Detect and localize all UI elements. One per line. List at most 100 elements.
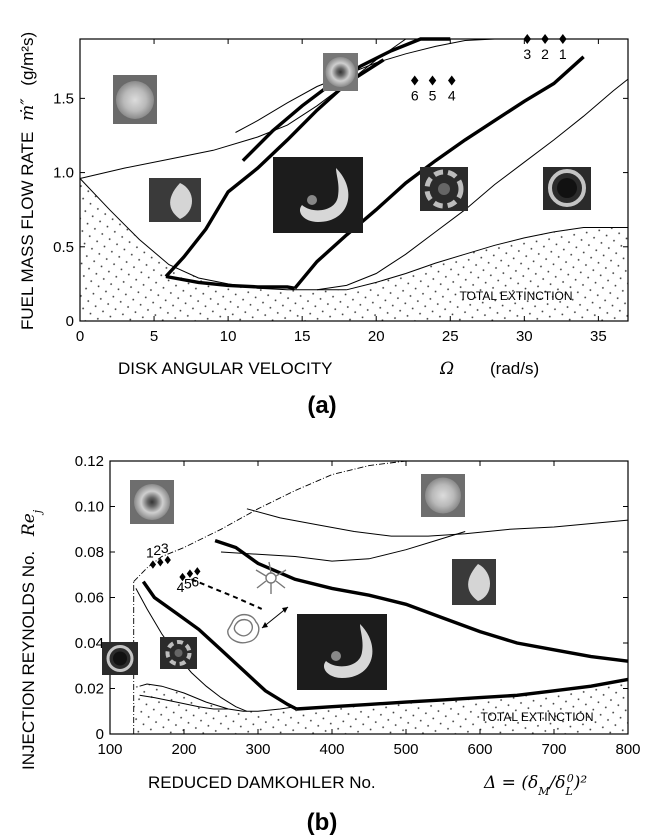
y-axis-title-b: INJECTION REYNOLDS No. <box>19 551 38 770</box>
marker-b-5 <box>186 569 194 578</box>
boundary-curve-a-9 <box>293 55 585 290</box>
boundary-curve-b-6 <box>246 508 629 537</box>
marker-b-1 <box>149 560 157 569</box>
marker-label-a-6: 6 <box>411 88 419 104</box>
y-tick-label-b-4: 0.08 <box>75 544 104 561</box>
flame-image-b2 <box>421 474 465 517</box>
annotation-total-extinction-b: TOTAL EXTINCTION <box>480 710 593 724</box>
x-tick-label-a-6: 30 <box>516 328 533 345</box>
flame-image-b1 <box>130 480 174 524</box>
y-tick-label-b-1: 0.02 <box>75 681 104 698</box>
marker-label-b-3: 3 <box>161 540 169 556</box>
x-tick-label-a-4: 20 <box>368 328 385 345</box>
y-tick-label-a-2: 1.0 <box>53 165 74 182</box>
boundary-curve-a-6 <box>164 58 385 278</box>
marker-label-a-4: 4 <box>448 88 456 104</box>
marker-label-b-6: 6 <box>191 573 199 589</box>
flame-image-b6 <box>160 637 197 669</box>
flame-sketch-cell <box>227 613 260 644</box>
flame-image-a3 <box>149 178 201 222</box>
curves-a <box>79 37 629 291</box>
x-tick-label-b-7: 800 <box>615 741 640 758</box>
ticks-b: 100 200 300 400 500 600 700 800 0 0.02 0.04 0.06 0.0… <box>75 453 641 758</box>
marker-label-a-3: 3 <box>523 46 531 62</box>
panel-label-b: (b) <box>307 809 338 836</box>
marker-label-a-2: 2 <box>541 46 549 62</box>
flame-image-a6 <box>543 167 591 210</box>
boundary-curve-a-3 <box>235 38 628 133</box>
x-tick-label-a-5: 25 <box>442 328 459 345</box>
marker-b-3 <box>164 555 171 565</box>
y-axis-symbol-b: Rej <box>19 509 44 537</box>
y-axis-unit-a: (g/m²s) <box>18 32 37 86</box>
markers-b: 1 2 3 4 5 6 <box>146 540 201 595</box>
extinction-hatch-b <box>133 679 628 734</box>
x-tick-label-b-3: 400 <box>319 741 344 758</box>
marker-a-5 <box>428 75 437 86</box>
x-tick-label-b-4: 500 <box>393 741 418 758</box>
x-tick-label-b-6: 700 <box>541 741 566 758</box>
x-tick-label-a-2: 10 <box>220 328 237 345</box>
boundary-curve-b-2 <box>133 460 407 582</box>
flame-image-b4 <box>297 614 387 690</box>
panel-b: 100 200 300 400 500 600 700 800 0 0.02 0.04 0.06 0.0… <box>19 453 641 836</box>
x-tick-label-a-0: 0 <box>76 328 84 345</box>
y-tick-label-a-0: 0 <box>66 313 74 330</box>
y-axis-label-a: FUEL MASS FLOW RATE ṁ″ (g/m²s) <box>18 32 38 330</box>
marker-label-a-1: 1 <box>559 46 567 62</box>
boundary-curve-a-1 <box>79 178 347 291</box>
boundary-curve-b-3 <box>135 588 248 712</box>
flame-image-a4 <box>273 157 363 233</box>
x-tick-label-b-2: 300 <box>245 741 270 758</box>
markers-a: 6 5 4 3 2 1 <box>411 34 567 104</box>
x-axis-symbol-a: Ω <box>439 359 454 379</box>
boundary-curve-a-5 <box>346 227 628 291</box>
flame-image-a5 <box>420 167 468 211</box>
x-axis-label-a: DISK ANGULAR VELOCITY <box>118 359 332 378</box>
marker-b-6 <box>194 567 201 576</box>
x-axis-unit-a: (rad/s) <box>490 359 539 378</box>
marker-label-b-1: 1 <box>146 545 154 561</box>
marker-a-3 <box>523 34 532 44</box>
x-tick-label-a-1: 5 <box>150 328 158 345</box>
curves-b <box>133 460 629 734</box>
boundary-curve-b-11 <box>191 578 263 610</box>
boundary-curve-b-5 <box>139 694 229 710</box>
panel-label-a: (a) <box>307 392 336 419</box>
flame-image-a1 <box>113 75 157 124</box>
boundary-curve-a-4 <box>316 78 629 291</box>
x-axis-symbol-b: Δ = (δM/δL0)² <box>483 772 587 798</box>
x-axis-label-b: REDUCED DAMKOHLER No. <box>148 773 376 792</box>
y-tick-label-a-1: 0.5 <box>53 239 74 256</box>
y-tick-label-b-2: 0.04 <box>75 635 104 652</box>
marker-label-a-5: 5 <box>429 88 437 104</box>
marker-b-4 <box>179 572 186 582</box>
boundary-curve-b-10 <box>214 538 629 663</box>
x-tick-label-b-5: 600 <box>467 741 492 758</box>
boundary-curve-a-7 <box>165 274 296 290</box>
x-tick-label-a-7: 35 <box>590 328 607 345</box>
marker-label-b-2: 2 <box>153 542 161 558</box>
y-tick-label-b-6: 0.12 <box>75 453 104 470</box>
flame-image-a2 <box>323 53 358 91</box>
plot-frame-a <box>79 38 629 322</box>
y-tick-label-a-3: 1.5 <box>53 90 74 107</box>
boundary-curve-b-4 <box>139 683 296 712</box>
y-axis-label-b: INJECTION REYNOLDS No. Rej <box>19 509 44 770</box>
x-tick-label-b-1: 200 <box>171 741 196 758</box>
marker-a-1 <box>559 34 567 44</box>
boundary-curve-b-9 <box>296 677 629 711</box>
marker-label-b-5: 5 <box>184 576 192 592</box>
y-axis-symbol-a: ṁ″ <box>18 98 38 121</box>
x-tick-label-b-0: 100 <box>97 741 122 758</box>
y-tick-label-b-0: 0 <box>96 726 104 743</box>
x-tick-label-a-3: 15 <box>294 328 311 345</box>
y-tick-label-b-5: 0.10 <box>75 499 104 516</box>
flame-sketch-star <box>255 561 287 594</box>
y-axis-title-a: FUEL MASS FLOW RATE <box>18 132 37 330</box>
transition-arrowhead-2 <box>262 622 268 628</box>
transition-arrowhead-1 <box>282 607 288 613</box>
